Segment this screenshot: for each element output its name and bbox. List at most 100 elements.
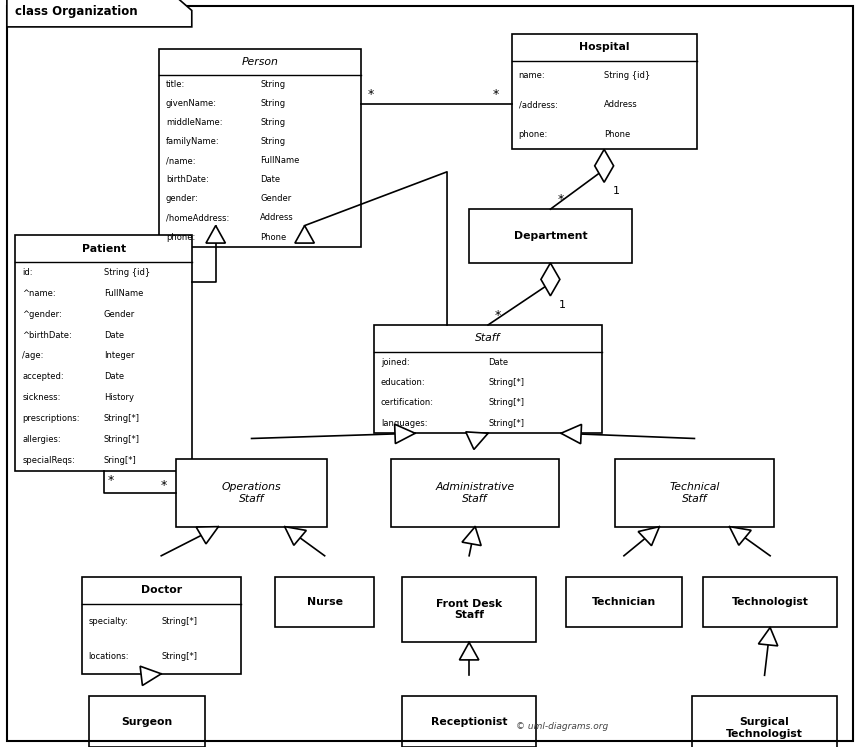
Text: specialty:: specialty: — [89, 616, 128, 626]
Bar — [176, 459, 327, 527]
Bar — [159, 49, 361, 247]
Text: birthDate:: birthDate: — [166, 176, 209, 185]
Text: String: String — [260, 137, 286, 146]
Text: FullName: FullName — [260, 156, 299, 166]
Text: Integer: Integer — [103, 352, 134, 361]
Text: /age:: /age: — [22, 352, 44, 361]
Text: Department: Department — [513, 231, 587, 241]
Bar — [703, 577, 837, 627]
Polygon shape — [638, 527, 660, 546]
Text: String[*]: String[*] — [103, 435, 139, 444]
Text: String: String — [260, 119, 286, 128]
Text: Date: Date — [103, 331, 124, 340]
Text: prescriptions:: prescriptions: — [22, 414, 80, 423]
Polygon shape — [7, 0, 192, 27]
Polygon shape — [196, 527, 218, 544]
Text: Staff: Staff — [476, 333, 501, 344]
Bar — [566, 577, 682, 627]
Text: Front Desk
Staff: Front Desk Staff — [436, 599, 502, 620]
Text: Gender: Gender — [260, 194, 292, 203]
Polygon shape — [759, 627, 777, 646]
Text: Surgical
Technologist: Surgical Technologist — [726, 717, 803, 739]
Polygon shape — [295, 226, 314, 243]
Text: title:: title: — [166, 81, 185, 90]
Bar — [275, 577, 374, 627]
Text: Operations
Staff: Operations Staff — [222, 483, 281, 503]
Bar — [615, 459, 774, 527]
Text: /homeAddress:: /homeAddress: — [166, 214, 230, 223]
Bar — [15, 235, 192, 471]
Text: String[*]: String[*] — [488, 418, 524, 427]
Text: education:: education: — [381, 378, 426, 387]
Polygon shape — [729, 527, 751, 545]
Text: Address: Address — [604, 100, 638, 110]
Text: String: String — [260, 81, 286, 90]
Polygon shape — [206, 226, 225, 243]
Text: specialReqs:: specialReqs: — [22, 456, 75, 465]
Text: Address: Address — [260, 214, 294, 223]
Text: ^name:: ^name: — [22, 289, 56, 298]
Bar — [402, 696, 536, 747]
Text: History: History — [103, 393, 133, 402]
Text: Gender: Gender — [103, 310, 135, 319]
Polygon shape — [541, 263, 560, 296]
Text: Date: Date — [260, 176, 280, 185]
Polygon shape — [462, 527, 481, 545]
Text: String[*]: String[*] — [103, 414, 139, 423]
Text: *: * — [495, 309, 501, 322]
Text: *: * — [161, 479, 167, 492]
Text: class Organization: class Organization — [15, 5, 138, 19]
Text: gender:: gender: — [166, 194, 199, 203]
Text: Administrative
Staff: Administrative Staff — [435, 483, 515, 503]
Polygon shape — [140, 666, 162, 686]
Text: *: * — [368, 88, 374, 101]
Text: phone:: phone: — [166, 232, 195, 241]
Text: sickness:: sickness: — [22, 393, 61, 402]
Bar — [402, 577, 536, 642]
Text: Sring[*]: Sring[*] — [103, 456, 137, 465]
Text: languages:: languages: — [381, 418, 427, 427]
Text: *: * — [108, 474, 114, 487]
Text: *: * — [557, 193, 563, 206]
Text: *: * — [493, 88, 499, 101]
Text: String {id}: String {id} — [604, 71, 650, 80]
Text: Doctor: Doctor — [141, 585, 181, 595]
Text: © uml-diagrams.org: © uml-diagrams.org — [516, 722, 608, 731]
Text: Person: Person — [242, 57, 279, 67]
Bar — [469, 209, 632, 263]
Bar — [512, 34, 697, 149]
Text: 1: 1 — [612, 186, 620, 196]
Text: id:: id: — [22, 268, 33, 277]
Text: Date: Date — [103, 372, 124, 381]
Polygon shape — [285, 527, 306, 545]
Text: Patient: Patient — [82, 244, 126, 254]
Polygon shape — [395, 424, 415, 444]
Text: allergies:: allergies: — [22, 435, 61, 444]
Text: ^gender:: ^gender: — [22, 310, 62, 319]
Text: accepted:: accepted: — [22, 372, 64, 381]
Text: Technologist: Technologist — [732, 597, 808, 607]
Text: String {id}: String {id} — [103, 268, 150, 277]
Polygon shape — [459, 642, 479, 660]
Text: /name:: /name: — [166, 156, 195, 166]
Text: Nurse: Nurse — [307, 597, 342, 607]
Text: givenName:: givenName: — [166, 99, 217, 108]
Text: middleName:: middleName: — [166, 119, 223, 128]
Text: Date: Date — [488, 358, 508, 367]
Text: Phone: Phone — [604, 130, 630, 139]
Text: FullName: FullName — [103, 289, 143, 298]
Text: String: String — [260, 99, 286, 108]
Text: familyName:: familyName: — [166, 137, 219, 146]
Polygon shape — [561, 424, 581, 444]
Text: certification:: certification: — [381, 398, 434, 407]
Text: Phone: Phone — [260, 232, 286, 241]
Text: phone:: phone: — [519, 130, 548, 139]
Polygon shape — [466, 432, 488, 450]
Text: String[*]: String[*] — [488, 398, 524, 407]
Text: String[*]: String[*] — [162, 616, 197, 626]
Text: joined:: joined: — [381, 358, 409, 367]
Text: ^birthDate:: ^birthDate: — [22, 331, 72, 340]
Bar — [692, 696, 837, 747]
Text: String[*]: String[*] — [488, 378, 524, 387]
Bar — [82, 577, 241, 674]
